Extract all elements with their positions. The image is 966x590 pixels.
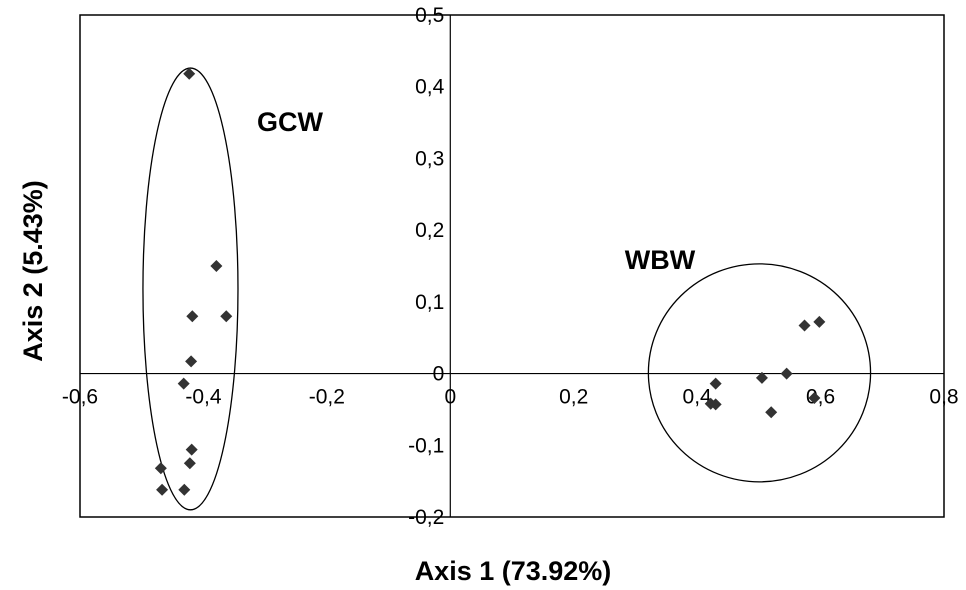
data-point-wbw	[798, 319, 811, 332]
y-axis-title: Axis 2 (5.43%)	[18, 180, 48, 362]
data-point-gcw	[156, 483, 169, 496]
y-tick-labels: -0,2 -0,1 0 0,1 0,2 0,3 0,4 0,5	[408, 4, 444, 529]
x-tick-label: 0,4	[683, 386, 713, 409]
data-point-gcw	[185, 443, 198, 456]
data-point-wbw	[808, 391, 821, 404]
x-tick-label: -0,6	[62, 386, 98, 409]
group-label-gcw: GCW	[257, 107, 324, 137]
data-point-gcw	[186, 310, 199, 323]
y-tick-label: 0,1	[415, 291, 444, 314]
group-ellipse-wbw	[647, 263, 872, 483]
data-point-wbw	[765, 406, 778, 419]
data-point-gcw	[178, 483, 191, 496]
data-point-gcw	[183, 67, 196, 80]
data-point-wbw	[780, 367, 793, 380]
y-tick-label: 0,4	[415, 76, 445, 99]
data-point-gcw	[183, 457, 196, 470]
y-tick-label: 0,3	[415, 147, 444, 170]
y-tick-label: 0,5	[415, 4, 444, 27]
plot-area-frame	[79, 14, 945, 518]
group-ellipse-gcw	[142, 67, 239, 511]
x-axis-title: Axis 1 (73.92%)	[415, 556, 612, 586]
data-point-gcw	[177, 377, 190, 390]
x-tick-labels: -0,6 -0,4 -0,2 0 0,2 0,4 0,6 0,8	[62, 386, 959, 409]
x-tick-label: 0,8	[929, 386, 958, 409]
data-point-wbw	[813, 315, 826, 328]
x-tick-label: -0,4	[185, 386, 222, 409]
data-point-gcw	[154, 462, 167, 475]
y-tick-label: -0,1	[408, 434, 444, 457]
y-tick-label: 0,2	[415, 219, 444, 242]
x-tick-label: 0,2	[559, 386, 588, 409]
data-point-wbw	[755, 371, 768, 384]
data-point-wbw	[709, 377, 722, 390]
y-tick-label: -0,2	[408, 506, 444, 529]
data-point-gcw	[185, 355, 198, 368]
data-point-wbw	[709, 398, 722, 411]
data-points	[154, 67, 826, 496]
group-labels: GCW WBW	[257, 107, 696, 275]
x-tick-label: 0	[444, 386, 456, 409]
y-tick-label: 0	[433, 363, 445, 386]
x-tick-label: -0,2	[309, 386, 345, 409]
group-label-wbw: WBW	[625, 245, 696, 275]
group-ellipses	[142, 67, 872, 511]
data-point-gcw	[210, 260, 223, 272]
data-point-gcw	[220, 310, 233, 323]
